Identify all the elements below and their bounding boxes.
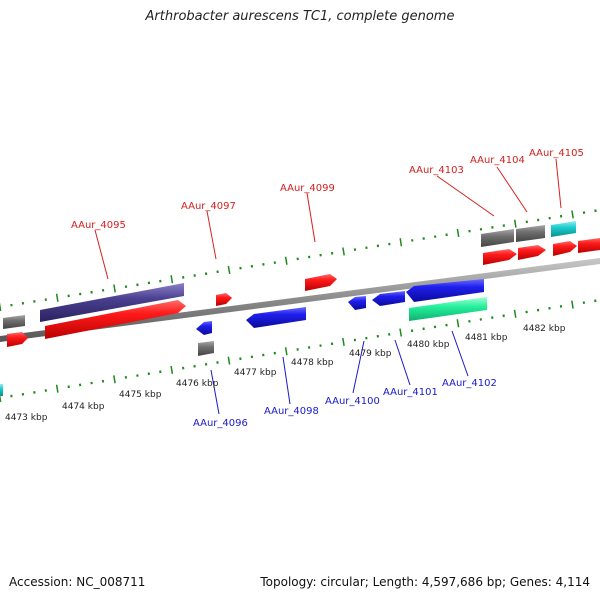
scale-major-tick [456, 319, 460, 328]
scale-major-tick [170, 275, 174, 284]
gene-labels-reverse: AAur_4096 AAur_4098 AAur_4100 AAur_4101 … [193, 378, 497, 429]
gene-label[interactable]: AAur_4097 [181, 201, 236, 212]
gene-red-4104b[interactable] [518, 245, 546, 260]
gene-label[interactable]: AAur_4099 [280, 183, 335, 194]
gene-blue-4102[interactable] [406, 279, 484, 302]
gene-grey-4104[interactable] [516, 225, 545, 242]
upper-scale-track [0, 209, 597, 311]
kbp-label: 4475 kbp [119, 390, 162, 400]
scale-major-tick [342, 337, 345, 347]
gene-label[interactable]: AAur_4101 [383, 387, 438, 398]
gene-labels-forward: AAur_4095 AAur_4097 AAur_4099 AAur_4103 … [71, 148, 584, 231]
scale-major-tick [170, 365, 174, 375]
gene-blue-4100[interactable] [348, 296, 366, 310]
scale-major-tick [55, 384, 59, 393]
forward-strand-genes [3, 221, 600, 347]
gene-red-4097[interactable] [216, 293, 232, 306]
leader-lines-reverse [210, 330, 469, 415]
gene-label[interactable]: AAur_4100 [325, 396, 380, 407]
gene-label[interactable]: AAur_4095 [71, 220, 126, 231]
scale-major-tick [0, 302, 2, 311]
scale-major-tick [113, 284, 116, 293]
genome-backbone [0, 258, 600, 342]
accession-text: Accession: NC_008711 [9, 575, 146, 589]
gene-red-4105b[interactable] [553, 241, 577, 256]
gene-red-4099[interactable] [305, 274, 337, 291]
kbp-scale-labels: 4473 kbp 4474 kbp 4475 kbp 4476 kbp 4477… [5, 324, 566, 423]
kbp-label: 4477 kbp [234, 368, 277, 378]
gene-navy-4095[interactable] [40, 283, 184, 322]
scale-major-tick [342, 247, 345, 256]
gene-label[interactable]: AAur_4096 [193, 418, 248, 429]
kbp-label: 4474 kbp [62, 402, 105, 412]
gene-red-right[interactable] [578, 238, 600, 253]
leader-lines-forward [94, 158, 562, 280]
lower-scale-track [0, 299, 597, 402]
scale-major-tick [55, 293, 59, 302]
scale-major-tick [456, 228, 460, 238]
gene-red-4103b[interactable] [483, 249, 517, 265]
gene-label[interactable]: AAur_4104 [470, 155, 525, 166]
scale-major-tick [0, 393, 2, 402]
scale-major-tick [227, 356, 231, 365]
kbp-label: 4478 kbp [291, 358, 334, 368]
gene-grey-4096b[interactable] [198, 341, 214, 356]
gene-mint-4102[interactable] [409, 297, 487, 321]
scale-major-tick [513, 219, 517, 228]
map-title: Arthrobacter aurescens TC1, complete gen… [145, 9, 455, 24]
scale-major-tick [399, 238, 403, 247]
gene-grey-left[interactable] [3, 315, 25, 329]
scale-major-tick [571, 210, 574, 219]
kbp-label: 4482 kbp [523, 324, 566, 334]
scale-major-tick [284, 347, 288, 356]
scale-major-tick [113, 375, 116, 384]
kbp-label: 4473 kbp [5, 413, 48, 423]
topology-text: Topology: circular; Length: 4,597,686 bp… [260, 575, 590, 589]
kbp-label: 4476 kbp [176, 379, 219, 389]
scale-major-tick [284, 256, 288, 265]
gene-red-small-left[interactable] [7, 332, 28, 347]
gene-cyan-4105[interactable] [551, 221, 576, 237]
scale-major-tick [513, 309, 517, 318]
gene-cyan-left-edge[interactable] [0, 384, 3, 396]
kbp-label: 4480 kbp [407, 340, 450, 350]
gene-red-long[interactable] [45, 300, 186, 339]
gene-label[interactable]: AAur_4103 [409, 165, 464, 176]
gene-label[interactable]: AAur_4105 [529, 148, 584, 159]
scale-major-tick [399, 328, 403, 337]
gene-label[interactable]: AAur_4098 [264, 406, 319, 417]
reverse-strand-genes [0, 279, 487, 396]
kbp-label: 4479 kbp [349, 349, 392, 359]
gene-label[interactable]: AAur_4102 [442, 378, 497, 389]
kbp-label: 4481 kbp [465, 333, 508, 343]
gene-grey-4103[interactable] [481, 229, 514, 247]
gene-blue-4101[interactable] [372, 291, 405, 306]
scale-major-tick [227, 265, 231, 275]
gene-blue-4096[interactable] [196, 321, 212, 335]
gene-blue-4098[interactable] [246, 307, 306, 328]
scale-major-tick [571, 300, 574, 309]
